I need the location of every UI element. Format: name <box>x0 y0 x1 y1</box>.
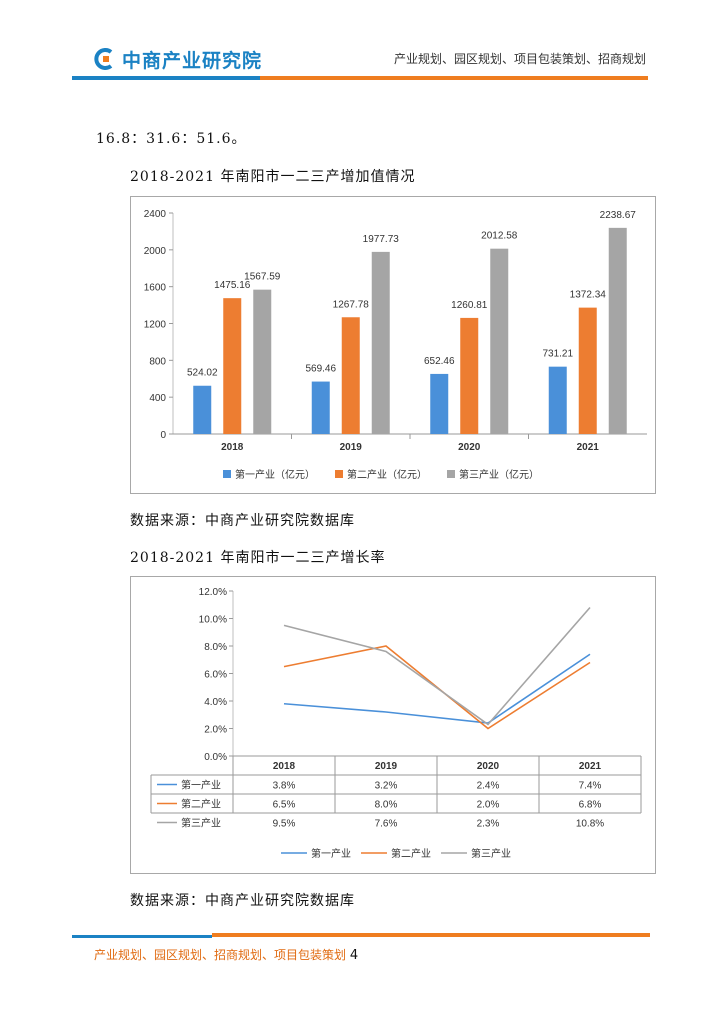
bar <box>608 227 627 434</box>
data-label: 2238.67 <box>600 210 637 221</box>
footer-rule-blue <box>72 935 212 938</box>
data-label: 652.46 <box>424 356 455 367</box>
y-tick-label: 1600 <box>144 283 167 294</box>
bar <box>430 373 449 434</box>
legend-label: 第三产业 <box>471 847 511 860</box>
table-cell-value: 3.8% <box>273 781 296 792</box>
y-tick-label: 4.0% <box>204 697 227 708</box>
table-cell-value: 2.0% <box>477 800 500 811</box>
y-tick-label: 0.0% <box>204 752 227 763</box>
series-line <box>283 606 591 726</box>
data-label: 569.46 <box>305 364 336 375</box>
y-tick-label: 10.0% <box>199 615 227 626</box>
table-series-name: 第一产业 <box>181 779 221 792</box>
table-cell-value: 7.6% <box>375 819 398 830</box>
x-tick-label: 2020 <box>458 442 481 453</box>
bar <box>223 298 242 434</box>
y-tick-label: 800 <box>149 356 166 367</box>
data-label: 2012.58 <box>481 231 518 242</box>
legend-swatch <box>335 470 343 478</box>
data-label: 1475.16 <box>214 280 251 291</box>
page-header: 中商产业研究院 产业规划、园区规划、项目包装策划、招商规划 <box>0 0 724 82</box>
data-label: 1267.78 <box>333 299 370 310</box>
table-cell-value: 7.4% <box>579 781 602 792</box>
table-cell-value: 10.8% <box>576 819 604 830</box>
line-chart: 0.0% 2.0% 4.0% 6.0% 8.0% 10.0% 12.0% 2018 2019 20… <box>150 587 642 860</box>
company-logo: 中商产业研究院 <box>94 44 262 74</box>
bar-chart-frame: 0 400 800 1200 1600 2000 2400 2018 524.02 1475.16… <box>130 196 656 494</box>
y-tick-label: 400 <box>149 393 166 404</box>
data-label: 524.02 <box>187 368 218 379</box>
legend-label: 第三产业（亿元） <box>459 468 539 481</box>
y-tick-label: 2.0% <box>204 725 227 736</box>
page-number: 4 <box>349 948 359 963</box>
legend-swatch <box>447 470 455 478</box>
x-tick-label: 2019 <box>375 761 398 772</box>
page-footer: 产业规划、园区规划、招商规划、项目包装策划 4 <box>94 946 358 963</box>
header-rule-blue <box>72 76 260 80</box>
footer-rule-orange <box>212 933 650 937</box>
data-label: 1567.59 <box>244 272 281 283</box>
header-rule-orange <box>260 76 648 80</box>
table-cell-value: 2.3% <box>477 819 500 830</box>
x-tick-label: 2018 <box>221 442 244 453</box>
table-cell-value: 2.4% <box>477 781 500 792</box>
y-tick-label: 1200 <box>144 320 167 331</box>
y-tick-label: 0 <box>160 430 166 441</box>
table-cell-value: 8.0% <box>375 800 398 811</box>
chart1-caption: 2018-2021 年南阳市一二三产增加值情况 <box>130 169 416 185</box>
bar <box>193 385 212 434</box>
table-cell-value: 3.2% <box>375 781 398 792</box>
y-tick-label: 8.0% <box>204 642 227 653</box>
legend-label: 第一产业 <box>311 847 351 860</box>
source-note-1: 数据来源：中商产业研究院数据库 <box>130 513 355 529</box>
bar <box>578 307 597 434</box>
y-tick-label: 2400 <box>144 209 167 220</box>
x-tick-label: 2021 <box>579 761 602 772</box>
bar-chart: 0 400 800 1200 1600 2000 2400 2018 524.02 1475.16… <box>144 209 647 481</box>
data-label: 731.21 <box>542 349 573 360</box>
bar <box>490 248 509 434</box>
table-cell-value: 9.5% <box>273 819 296 830</box>
x-tick-label: 2018 <box>273 761 296 772</box>
data-label: 1977.73 <box>363 234 400 245</box>
bar <box>311 381 330 434</box>
table-cell-value: 6.5% <box>273 800 296 811</box>
bar <box>341 317 360 434</box>
x-tick-label: 2021 <box>577 442 600 453</box>
chart2-caption: 2018-2021 年南阳市一二三产增长率 <box>130 550 386 566</box>
logo-text: 中商产业研究院 <box>122 49 263 72</box>
source-note-2: 数据来源：中商产业研究院数据库 <box>130 893 355 909</box>
series-line <box>283 653 591 724</box>
legend-swatch <box>223 470 231 478</box>
y-tick-label: 6.0% <box>204 670 227 681</box>
x-tick-label: 2020 <box>477 761 500 772</box>
data-label: 1372.34 <box>570 290 607 301</box>
y-tick-label: 12.0% <box>199 587 227 598</box>
logo-mark-icon <box>94 48 113 70</box>
table-series-name: 第二产业 <box>181 798 221 811</box>
line-chart-frame: 0.0% 2.0% 4.0% 6.0% 8.0% 10.0% 12.0% 2018 2019 20… <box>130 576 656 874</box>
x-tick-label: 2019 <box>340 442 363 453</box>
intro-line: 16.8：31.6：51.6。 <box>96 131 247 147</box>
legend-label: 第二产业 <box>391 847 431 860</box>
bar <box>253 289 272 434</box>
legend-label: 第一产业（亿元） <box>235 468 315 481</box>
bar <box>371 251 390 434</box>
header-tagline: 产业规划、园区规划、项目包装策划、招商规划 <box>393 52 646 66</box>
bar <box>548 366 567 434</box>
footer-tagline: 产业规划、园区规划、招商规划、项目包装策划 <box>94 948 347 962</box>
legend-label: 第二产业（亿元） <box>347 468 427 481</box>
y-tick-label: 2000 <box>144 246 167 257</box>
table-series-name: 第三产业 <box>181 817 221 830</box>
bar <box>460 317 479 434</box>
table-cell-value: 6.8% <box>579 800 602 811</box>
data-label: 1260.81 <box>451 300 488 311</box>
